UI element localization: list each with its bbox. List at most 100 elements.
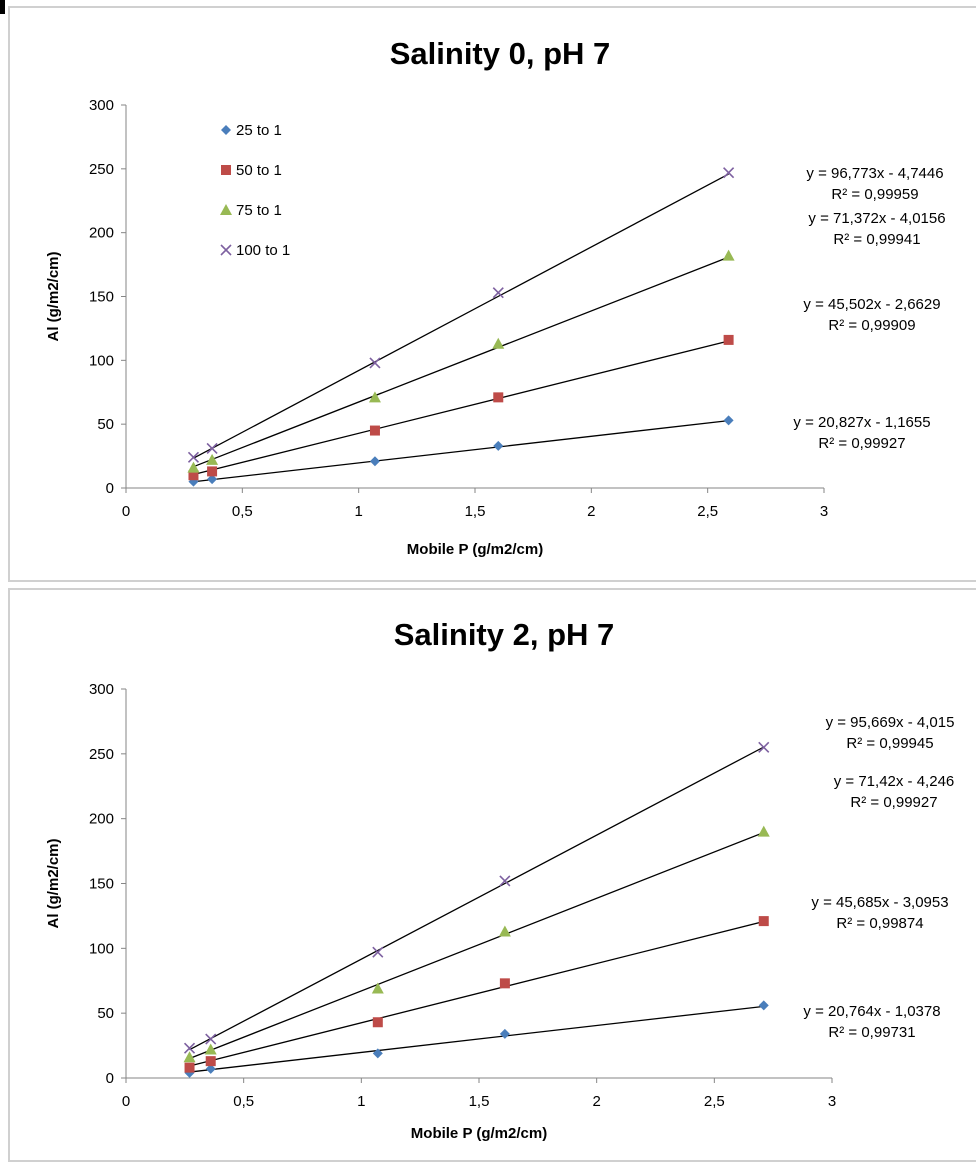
chart-2-x-tick-label: 0,5	[233, 1093, 254, 1110]
chart-2-series-3-point	[371, 982, 384, 994]
chart-1-x-axis-label: Mobile P (g/m2/cm)	[407, 541, 543, 558]
chart-1-r2-1: R² = 0,99927	[818, 435, 905, 452]
chart-1-r2-4: R² = 0,99959	[831, 186, 918, 203]
chart-1-series-2-point	[723, 334, 734, 345]
chart-1-equation-2: y = 45,502x - 2,6629	[803, 296, 940, 313]
chart-2-series-1-point	[205, 1063, 216, 1074]
chart-2-trendline-3	[189, 831, 764, 1060]
chart-1-series-1-point	[369, 456, 380, 467]
chart-2-title: Salinity 2, pH 7	[394, 617, 615, 652]
chart-2-y-axis-label: Al (g/m2/cm)	[45, 838, 62, 928]
chart-2-x-tick-label: 2,5	[704, 1093, 725, 1110]
chart-2-trendline-4	[189, 746, 765, 1051]
chart-2-r2-3: R² = 0,99927	[850, 794, 937, 811]
chart-1-series-4-point	[187, 451, 200, 463]
chart-1-x-tick-label: 0,5	[232, 503, 253, 520]
chart-1-series-3-point	[187, 461, 200, 473]
chart-2-y-tick-label: 250	[89, 746, 114, 763]
chart-2-r2-4: R² = 0,99945	[846, 735, 933, 752]
chart-1-series-1-point	[493, 440, 504, 451]
chart-1-y-tick-label: 300	[89, 97, 114, 114]
corner-mark	[0, 0, 5, 14]
chart-2-trendline-2	[189, 920, 764, 1067]
chart-1-series-3-point	[722, 249, 735, 261]
chart-1-legend-label-1: 25 to 1	[236, 122, 282, 139]
chart-1-legend-marker-1	[221, 125, 231, 135]
chart-1-series-1-point	[207, 474, 218, 485]
chart-2-series-2-point	[758, 916, 769, 927]
chart-2-y-tick-label: 150	[89, 876, 114, 893]
chart-1-series-3-point	[492, 337, 505, 349]
chart-2-x-tick-label: 1	[357, 1093, 365, 1110]
chart-2-trendline-1	[189, 1005, 764, 1073]
chart-2-series-3-point	[204, 1043, 217, 1055]
chart-2-y-tick-label: 50	[97, 1005, 114, 1022]
chart-2-series-2-point	[205, 1056, 216, 1067]
chart-1-y-tick-label: 0	[106, 480, 114, 497]
chart-2-equation-1: y = 20,764x - 1,0378	[803, 1003, 940, 1020]
chart-1-x-tick-label: 2,5	[697, 503, 718, 520]
chart-2-y-tick-label: 200	[89, 811, 114, 828]
chart-2-series-1-point	[499, 1028, 510, 1039]
chart-1-equation-4: y = 96,773x - 4,7446	[806, 165, 943, 182]
chart-1-y-axis-label: Al (g/m2/cm)	[45, 251, 62, 341]
chart-1-legend-label-2: 50 to 1	[236, 162, 282, 179]
chart-1-trendline-4	[193, 173, 729, 459]
chart-2-series-4-point	[499, 875, 511, 887]
chart-1-series-4-point	[723, 167, 735, 179]
chart-1-legend-marker-4	[220, 244, 232, 256]
chart-svg-salinity-0: Salinity 0, pH 7 0 50 100 150 200 250 300 0 0,5 1 1…	[45, 36, 946, 558]
chart-1-x-tick-label: 1	[354, 503, 362, 520]
chart-panel-salinity-2: Salinity 2, pH 7 0 50 100 150 200 250 300 0 0,5 1 1…	[8, 588, 976, 1162]
chart-2-equation-4: y = 95,669x - 4,015	[826, 714, 955, 731]
chart-1-r2-3: R² = 0,99941	[833, 231, 920, 248]
chart-2-series-3-point	[498, 925, 511, 937]
chart-1-y-tick-label: 150	[89, 289, 114, 306]
chart-2-x-tick-label: 0	[122, 1093, 130, 1110]
chart-svg-salinity-2: Salinity 2, pH 7 0 50 100 150 200 250 300 0 0,5 1 1…	[45, 617, 955, 1142]
chart-1-r2-2: R² = 0,99909	[828, 317, 915, 334]
chart-2-equation-3: y = 71,42x - 4,246	[834, 773, 955, 790]
chart-2-x-axis-label: Mobile P (g/m2/cm)	[411, 1125, 547, 1142]
chart-1-x-tick-label: 2	[587, 503, 595, 520]
chart-1-series-3-point	[206, 453, 219, 465]
chart-1-legend-label-3: 75 to 1	[236, 202, 282, 219]
chart-1-series-2-point	[493, 392, 504, 403]
chart-1-series-4-point	[206, 442, 218, 454]
chart-2-equation-2: y = 45,685x - 3,0953	[811, 894, 948, 911]
chart-1-title: Salinity 0, pH 7	[390, 36, 611, 71]
chart-2-series-4-point	[758, 741, 770, 753]
chart-2-x-tick-label: 3	[828, 1093, 836, 1110]
chart-panel-salinity-0: Salinity 0, pH 7 0 50 100 150 200 250 300 0 0,5 1 1…	[8, 6, 976, 582]
chart-1-x-tick-label: 3	[820, 503, 828, 520]
chart-1-y-tick-label: 50	[97, 416, 114, 433]
chart-1-equation-1: y = 20,827x - 1,1655	[793, 414, 930, 431]
chart-2-x-tick-label: 1,5	[469, 1093, 490, 1110]
chart-1-series-4-point	[369, 357, 381, 369]
chart-1-legend-marker-3	[220, 204, 232, 215]
chart-2-series-3-point	[183, 1051, 196, 1063]
chart-1-trendline-1	[193, 419, 729, 483]
chart-1-x-tick-label: 1,5	[465, 503, 486, 520]
chart-1-y-tick-label: 100	[89, 352, 114, 369]
chart-2-series-2-point	[499, 978, 510, 989]
chart-2-y-tick-label: 100	[89, 940, 114, 957]
chart-2-series-1-point	[372, 1048, 383, 1059]
chart-1-series-2-point	[207, 466, 218, 477]
chart-2-r2-2: R² = 0,99874	[836, 915, 923, 932]
chart-1-series-3-point	[368, 391, 381, 403]
chart-2-r2-1: R² = 0,99731	[828, 1024, 915, 1041]
chart-2-series-4-point	[372, 946, 384, 958]
chart-2-y-tick-label: 300	[89, 681, 114, 698]
chart-1-series-1-point	[723, 415, 734, 426]
chart-2-y-tick-label: 0	[106, 1070, 114, 1087]
chart-1-series-4-point	[492, 287, 504, 299]
chart-1-series-2-point	[188, 470, 199, 481]
chart-1-y-tick-label: 200	[89, 225, 114, 242]
chart-1-equation-3: y = 71,372x - 4,0156	[808, 210, 945, 227]
chart-2-series-1-point	[758, 1000, 769, 1011]
chart-2-series-4-point	[183, 1042, 196, 1054]
chart-2-series-2-point	[372, 1017, 383, 1028]
chart-2-series-2-point	[184, 1062, 195, 1073]
chart-2-series-3-point	[757, 825, 770, 837]
